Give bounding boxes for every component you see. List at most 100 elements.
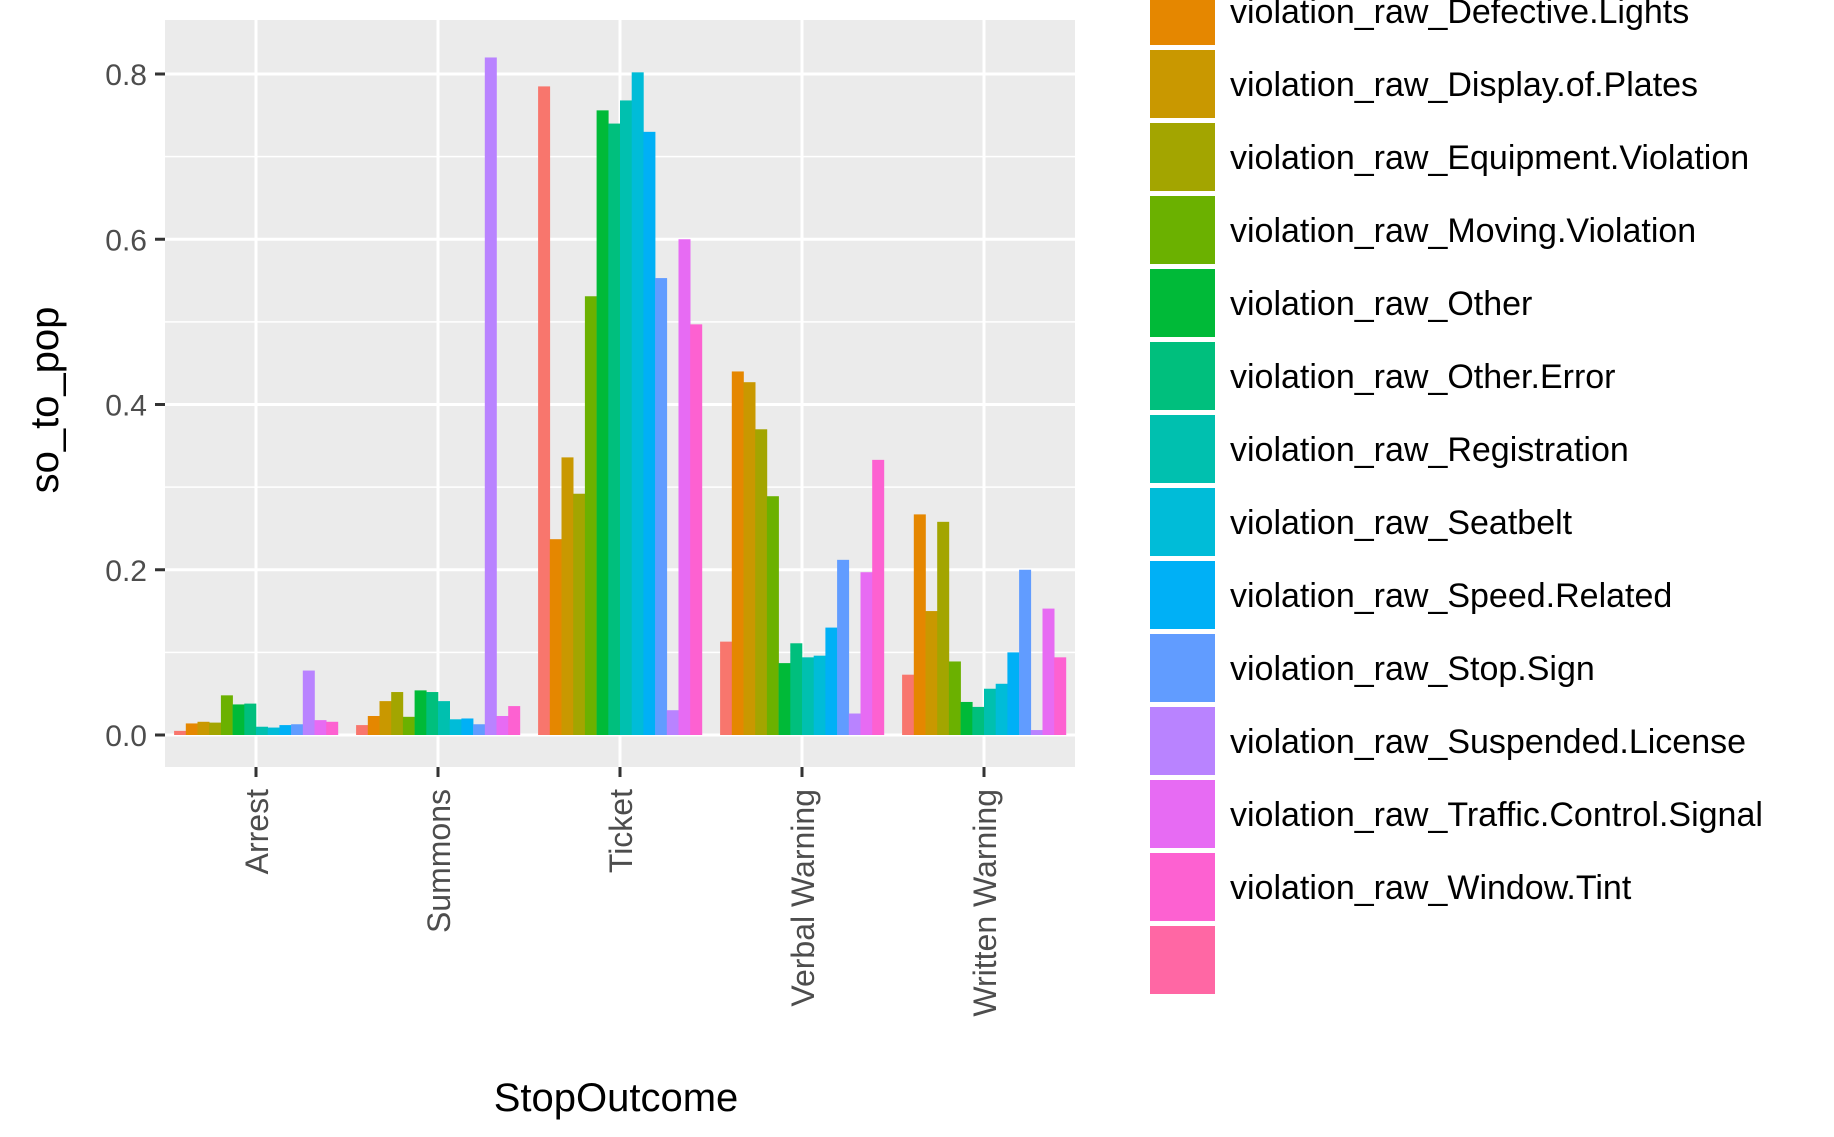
x-tick-label: Ticket xyxy=(603,789,639,873)
bar-summons-10 xyxy=(473,724,486,735)
legend-label: violation_raw_Moving.Violation xyxy=(1230,212,1696,250)
bars-group xyxy=(174,57,1067,736)
legend-key xyxy=(1150,707,1215,775)
bar-written-warning-3 xyxy=(937,521,950,735)
bar-verbal-warning-6 xyxy=(790,643,803,735)
bar-summons-6 xyxy=(426,692,439,735)
bar-written-warning-12 xyxy=(1042,608,1055,735)
x-tick-label: Summons xyxy=(421,789,457,933)
legend-key xyxy=(1150,853,1215,921)
x-tick-label: Written Warning xyxy=(967,789,1003,1017)
bar-verbal-warning-4 xyxy=(766,496,779,735)
bar-ticket-8 xyxy=(631,72,644,735)
legend-key xyxy=(1150,123,1215,191)
bar-ticket-10 xyxy=(655,278,668,735)
legend-label: violation_raw_Equipment.Violation xyxy=(1230,139,1749,177)
bar-arrest-12 xyxy=(314,720,327,735)
bar-arrest-13 xyxy=(326,721,339,735)
bar-arrest-0 xyxy=(174,730,187,735)
bar-ticket-4 xyxy=(584,296,597,735)
bar-ticket-5 xyxy=(596,110,609,736)
legend-label: violation_raw_Other xyxy=(1230,285,1532,323)
bar-written-warning-1 xyxy=(913,514,926,735)
bar-ticket-11 xyxy=(666,710,679,735)
legend-label: violation_raw_Display.of.Plates xyxy=(1230,66,1698,104)
bar-summons-13 xyxy=(508,706,521,735)
bar-written-warning-0 xyxy=(902,674,915,735)
legend-label: violation_raw_Other.Error xyxy=(1230,358,1616,396)
legend-key xyxy=(1150,196,1215,264)
legend-label: violation_raw_Defective.Lights xyxy=(1230,0,1689,31)
bar-verbal-warning-10 xyxy=(837,559,850,735)
bar-summons-8 xyxy=(449,719,462,735)
bar-written-warning-7 xyxy=(984,688,996,735)
bar-summons-5 xyxy=(414,690,427,735)
bar-summons-1 xyxy=(367,715,380,735)
bar-arrest-6 xyxy=(244,703,257,735)
y-tick-label: 0.4 xyxy=(105,390,147,423)
legend-key xyxy=(1150,269,1215,337)
bar-summons-9 xyxy=(461,718,474,735)
legend-key xyxy=(1150,488,1215,556)
bar-ticket-2 xyxy=(561,457,574,735)
bar-verbal-warning-2 xyxy=(743,382,756,735)
bar-verbal-warning-12 xyxy=(860,572,873,735)
legend: violation_raw_Defective.Lights violation_… xyxy=(1150,0,1763,994)
bar-written-warning-10 xyxy=(1019,569,1032,735)
bar-written-warning-11 xyxy=(1030,730,1043,735)
bar-ticket-9 xyxy=(643,131,656,735)
bar-summons-11 xyxy=(484,57,497,736)
bar-ticket-3 xyxy=(573,493,586,735)
bar-ticket-6 xyxy=(608,123,621,735)
legend-key xyxy=(1150,0,1215,45)
y-tick-label: 0.2 xyxy=(105,555,147,588)
y-tick-label: 0.6 xyxy=(105,224,147,257)
bar-ticket-1 xyxy=(549,539,562,735)
bar-arrest-4 xyxy=(220,695,233,735)
bar-verbal-warning-13 xyxy=(872,459,885,735)
bar-ticket-13 xyxy=(690,324,703,735)
bar-written-warning-2 xyxy=(925,611,938,735)
x-tick-label: Arrest xyxy=(239,789,275,874)
bar-verbal-warning-5 xyxy=(778,663,791,735)
bar-written-warning-8 xyxy=(995,683,1008,735)
bar-arrest-3 xyxy=(209,722,222,735)
bar-verbal-warning-3 xyxy=(755,429,768,735)
bar-summons-12 xyxy=(496,715,509,735)
legend-label: violation_raw_Speed.Related xyxy=(1230,577,1672,615)
y-tick-label: 0.0 xyxy=(105,720,147,753)
bar-verbal-warning-11 xyxy=(848,713,861,735)
legend-label: violation_raw_Seatbelt xyxy=(1230,504,1573,542)
legend-key xyxy=(1150,926,1215,994)
legend-label: violation_raw_Window.Tint xyxy=(1230,869,1632,907)
bar-written-warning-9 xyxy=(1007,652,1020,735)
x-axis-title: StopOutcome xyxy=(494,1076,739,1120)
bar-arrest-7 xyxy=(256,726,268,735)
bar-arrest-9 xyxy=(279,725,292,735)
x-tick-label: Verbal Warning xyxy=(785,789,821,1007)
grid-lines xyxy=(165,20,1075,767)
legend-key xyxy=(1150,780,1215,848)
legend-key xyxy=(1150,50,1215,118)
x-axis: Arrest Summons Ticket Verbal Warning Written… xyxy=(239,767,1003,1017)
bar-arrest-11 xyxy=(302,670,315,735)
bar-arrest-2 xyxy=(197,721,210,735)
bar-summons-7 xyxy=(438,701,450,735)
legend-key xyxy=(1150,342,1215,410)
bar-verbal-warning-7 xyxy=(802,657,814,735)
legend-label: violation_raw_Registration xyxy=(1230,431,1629,469)
bar-verbal-warning-9 xyxy=(825,627,838,735)
legend-label: violation_raw_Traffic.Control.Signal xyxy=(1230,796,1763,834)
bar-verbal-warning-1 xyxy=(731,371,744,735)
bar-arrest-1 xyxy=(185,723,198,735)
bar-summons-0 xyxy=(356,725,369,735)
bar-arrest-8 xyxy=(267,727,280,735)
bar-arrest-5 xyxy=(232,704,245,735)
legend-key xyxy=(1150,561,1215,629)
bar-summons-3 xyxy=(391,692,404,735)
bar-verbal-warning-0 xyxy=(720,641,733,735)
legend-label: violation_raw_Stop.Sign xyxy=(1230,650,1595,688)
legend-key xyxy=(1150,634,1215,702)
bar-written-warning-5 xyxy=(960,701,973,735)
